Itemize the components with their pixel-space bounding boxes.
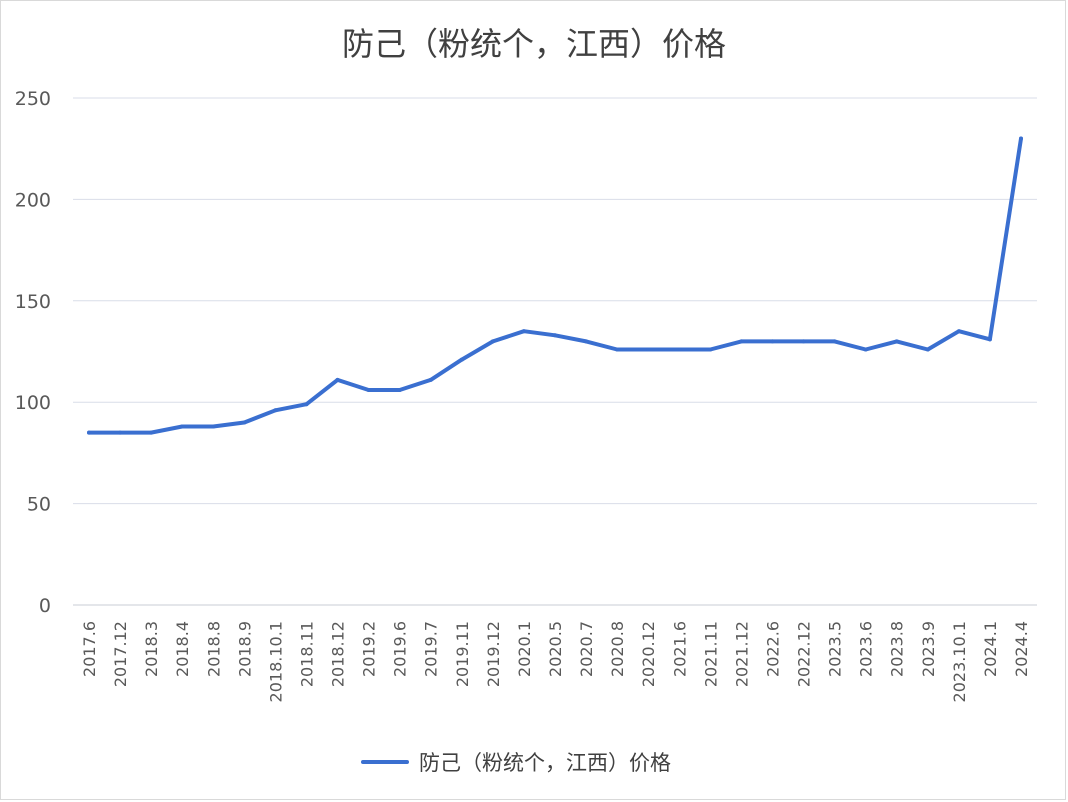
x-tick-label: 2023.5 [826, 621, 845, 677]
x-tick-label: 2019.6 [391, 621, 410, 677]
x-tick-label: 2020.5 [546, 621, 565, 677]
data-point [863, 347, 868, 352]
x-tick-label: 2024.1 [981, 621, 1000, 677]
data-point [770, 339, 775, 344]
legend-swatch [361, 760, 409, 764]
legend: 防己（粉统个，江西）价格 [361, 747, 671, 777]
y-tick-label: 50 [27, 494, 51, 516]
x-tick-label: 2024.4 [1012, 621, 1031, 677]
data-point [1019, 136, 1023, 141]
x-tick-label: 2020.12 [639, 621, 658, 687]
x-tick-label: 2021.12 [732, 621, 751, 687]
chart-title: 防己（粉统个，江西）价格 [341, 25, 726, 63]
x-axis-ticks: 2017.6 2017.12 2018.3 2018.4 2018.8 2018.9 201… [80, 621, 1031, 702]
data-point [894, 339, 899, 344]
data-point [211, 424, 216, 429]
data-point [273, 408, 278, 413]
data-point [708, 347, 713, 352]
gridlines [73, 97, 1037, 606]
data-point [584, 339, 589, 344]
x-tick-label: 2018.9 [235, 621, 254, 677]
data-point [335, 377, 340, 382]
x-tick-label: 2018.11 [297, 621, 316, 687]
data-point [677, 347, 682, 352]
x-tick-label: 2018.8 [204, 621, 223, 677]
x-tick-label: 2018.10.1 [266, 621, 285, 702]
x-tick-label: 2019.11 [453, 621, 472, 687]
data-point [397, 388, 402, 393]
data-point [987, 337, 992, 342]
legend-label: 防己（粉统个，江西）价格 [419, 751, 671, 775]
x-tick-label: 2018.12 [329, 621, 348, 687]
y-tick-label: 250 [15, 88, 51, 110]
data-point [87, 430, 91, 435]
data-point [459, 357, 464, 362]
data-point [428, 377, 433, 382]
series-line [87, 136, 1023, 435]
x-tick-label: 2021.6 [670, 621, 689, 677]
x-tick-label: 2017.12 [111, 621, 130, 687]
series-layer [87, 136, 1023, 435]
data-point [149, 430, 154, 435]
data-point [615, 347, 620, 352]
data-point [180, 424, 185, 429]
line-chart: 0 50 100 150 200 250 2017.6 2017.12 2018.3 2018.… [15, 88, 1037, 702]
x-tick-label: 2023.9 [919, 621, 938, 677]
x-tick-label: 2020.1 [515, 621, 534, 677]
data-point [956, 329, 961, 334]
data-point [242, 420, 247, 425]
data-point [490, 339, 495, 344]
data-point [553, 333, 557, 338]
x-tick-label: 2023.6 [857, 621, 876, 677]
data-point [801, 339, 806, 344]
x-tick-label: 2018.3 [142, 621, 161, 677]
x-tick-label: 2018.4 [173, 621, 192, 677]
y-tick-label: 200 [15, 189, 51, 211]
x-tick-label: 2022.12 [795, 621, 814, 687]
x-tick-label: 2019.12 [484, 621, 503, 687]
y-tick-label: 0 [39, 595, 51, 617]
data-point [521, 329, 526, 334]
data-point [366, 388, 371, 393]
y-tick-label: 100 [15, 392, 51, 414]
data-point [646, 347, 651, 352]
x-tick-label: 2019.7 [422, 621, 441, 677]
x-tick-label: 2020.8 [608, 621, 627, 677]
x-tick-label: 2023.8 [888, 621, 907, 677]
x-tick-label: 2022.6 [763, 621, 782, 677]
x-tick-label: 2017.6 [80, 621, 99, 677]
x-tick-label: 2020.7 [577, 621, 596, 677]
x-tick-label: 2019.2 [360, 621, 379, 677]
data-point [832, 339, 837, 344]
data-point [739, 339, 744, 344]
y-axis-ticks: 0 50 100 150 200 250 [15, 88, 51, 617]
x-tick-label: 2023.10.1 [950, 621, 969, 702]
data-point [304, 402, 309, 407]
data-point [118, 430, 123, 435]
y-tick-label: 150 [15, 291, 51, 313]
data-point [925, 347, 930, 352]
x-tick-label: 2021.11 [701, 621, 720, 687]
